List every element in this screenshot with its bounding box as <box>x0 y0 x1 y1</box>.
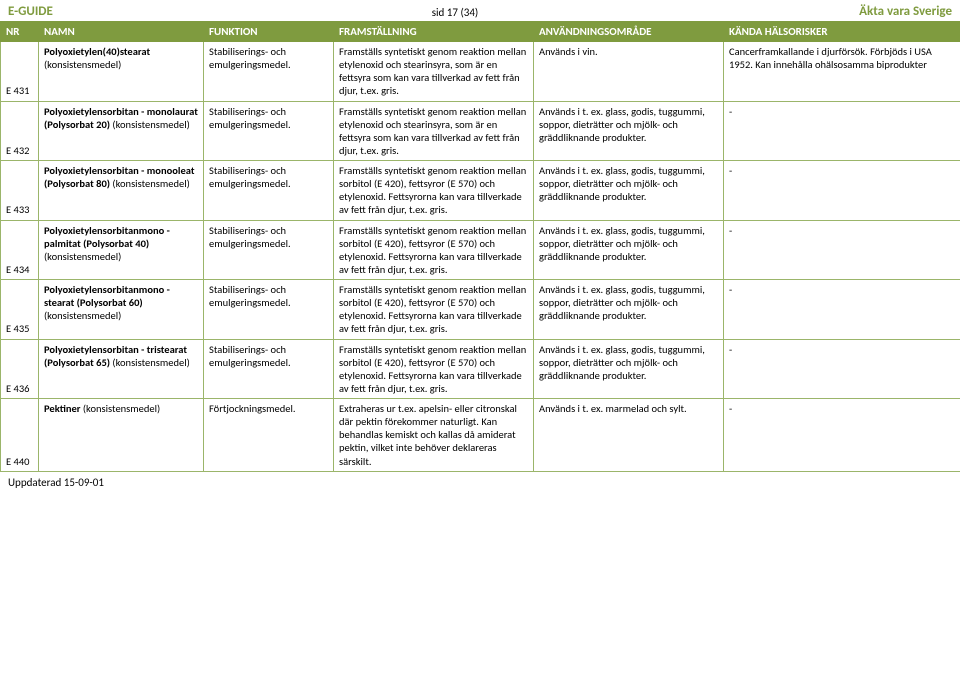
cell-risk: - <box>724 101 960 161</box>
cell-funktion: Förtjockningsmedel. <box>204 399 334 472</box>
cell-risk: - <box>724 399 960 472</box>
cell-funktion: Stabiliserings- och emulgeringsmedel. <box>204 101 334 161</box>
col-header-anv: ANVÄNDNINGSOMRÅDE <box>534 22 724 42</box>
cell-fram: Framställs syntetiskt genom reaktion mel… <box>334 220 534 280</box>
cell-nr: E 435 <box>1 280 39 340</box>
cell-anv: Används i t. ex. glass, godis, tuggummi,… <box>534 161 724 221</box>
table-header-row: NR NAMN FUNKTION FRAMSTÄLLNING ANVÄNDNIN… <box>1 22 960 42</box>
namn-bold: Polyoxietylensorbitanmono - stearat (Pol… <box>44 283 170 309</box>
cell-namn: Polyoxietylensorbitan - monooleat (Polys… <box>39 161 204 221</box>
namn-bold: Pektiner <box>44 402 81 415</box>
page-header: E-GUIDE sid 17 (34) Äkta vara Sverige <box>0 0 960 21</box>
namn-rest: (konsistensmedel) <box>81 402 161 415</box>
namn-rest: (konsistensmedel) <box>44 309 121 322</box>
table-row: E 436Polyoxietylensorbitan - tristearat … <box>1 339 960 399</box>
namn-rest: (konsistensmedel) <box>44 250 121 263</box>
cell-anv: Används i t. ex. glass, godis, tuggummi,… <box>534 339 724 399</box>
namn-rest: (konsistensmedel) <box>110 177 190 190</box>
cell-anv: Används i t. ex. glass, godis, tuggummi,… <box>534 220 724 280</box>
cell-funktion: Stabiliserings- och emulgeringsmedel. <box>204 42 334 102</box>
col-header-fram: FRAMSTÄLLNING <box>334 22 534 42</box>
col-header-risk: KÄNDA HÄLSORISKER <box>724 22 960 42</box>
cell-nr: E 432 <box>1 101 39 161</box>
table-row: E 433Polyoxietylensorbitan - monooleat (… <box>1 161 960 221</box>
namn-rest: (konsistensmedel) <box>110 356 190 369</box>
namn-rest: (konsistensmedel) <box>44 58 121 71</box>
footer-updated: Uppdaterad 15-09-01 <box>0 472 960 493</box>
cell-funktion: Stabiliserings- och emulgeringsmedel. <box>204 339 334 399</box>
document-title: E-GUIDE <box>8 4 108 19</box>
col-header-nr: NR <box>1 22 39 42</box>
cell-fram: Framställs syntetiskt genom reaktion mel… <box>334 42 534 102</box>
namn-rest: (konsistensmedel) <box>110 118 190 131</box>
col-header-funktion: FUNKTION <box>204 22 334 42</box>
cell-anv: Används i t. ex. glass, godis, tuggummi,… <box>534 280 724 340</box>
cell-nr: E 434 <box>1 220 39 280</box>
cell-fram: Framställs syntetiskt genom reaktion mel… <box>334 161 534 221</box>
cell-risk: - <box>724 161 960 221</box>
cell-namn: Polyoxietylensorbitanmono - palmitat (Po… <box>39 220 204 280</box>
table-row: E 431Polyoxietylen(40)stearat (konsisten… <box>1 42 960 102</box>
cell-nr: E 431 <box>1 42 39 102</box>
cell-risk: - <box>724 280 960 340</box>
page-number: sid 17 (34) <box>108 6 802 19</box>
cell-risk: - <box>724 339 960 399</box>
table-row: E 440Pektiner (konsistensmedel)Förtjockn… <box>1 399 960 472</box>
cell-nr: E 436 <box>1 339 39 399</box>
additives-table: NR NAMN FUNKTION FRAMSTÄLLNING ANVÄNDNIN… <box>0 21 960 472</box>
cell-fram: Framställs syntetiskt genom reaktion mel… <box>334 280 534 340</box>
cell-anv: Används i t. ex. glass, godis, tuggummi,… <box>534 101 724 161</box>
cell-fram: Framställs syntetiskt genom reaktion mel… <box>334 339 534 399</box>
cell-funktion: Stabiliserings- och emulgeringsmedel. <box>204 220 334 280</box>
cell-namn: Pektiner (konsistensmedel) <box>39 399 204 472</box>
cell-risk: Cancerframkallande i djurförsök. Förbjöd… <box>724 42 960 102</box>
cell-anv: Används i t. ex. marmelad och sylt. <box>534 399 724 472</box>
cell-nr: E 433 <box>1 161 39 221</box>
table-row: E 434Polyoxietylensorbitanmono - palmita… <box>1 220 960 280</box>
cell-nr: E 440 <box>1 399 39 472</box>
table-row: E 435Polyoxietylensorbitanmono - stearat… <box>1 280 960 340</box>
cell-funktion: Stabiliserings- och emulgeringsmedel. <box>204 161 334 221</box>
cell-namn: Polyoxietylensorbitanmono - stearat (Pol… <box>39 280 204 340</box>
cell-fram: Extraheras ur t.ex. apelsin- eller citro… <box>334 399 534 472</box>
brand-name: Äkta vara Sverige <box>802 4 952 19</box>
namn-bold: Polyoxietylen(40)stearat <box>44 45 150 58</box>
cell-funktion: Stabiliserings- och emulgeringsmedel. <box>204 280 334 340</box>
cell-namn: Polyoxietylensorbitan - tristearat (Poly… <box>39 339 204 399</box>
namn-bold: Polyoxietylensorbitanmono - palmitat (Po… <box>44 224 170 250</box>
table-row: E 432Polyoxietylensorbitan - monolaurat … <box>1 101 960 161</box>
cell-namn: Polyoxietylen(40)stearat (konsistensmede… <box>39 42 204 102</box>
cell-namn: Polyoxietylensorbitan - monolaurat (Poly… <box>39 101 204 161</box>
cell-fram: Framställs syntetiskt genom reaktion mel… <box>334 101 534 161</box>
cell-anv: Används i vin. <box>534 42 724 102</box>
cell-risk: - <box>724 220 960 280</box>
col-header-namn: NAMN <box>39 22 204 42</box>
